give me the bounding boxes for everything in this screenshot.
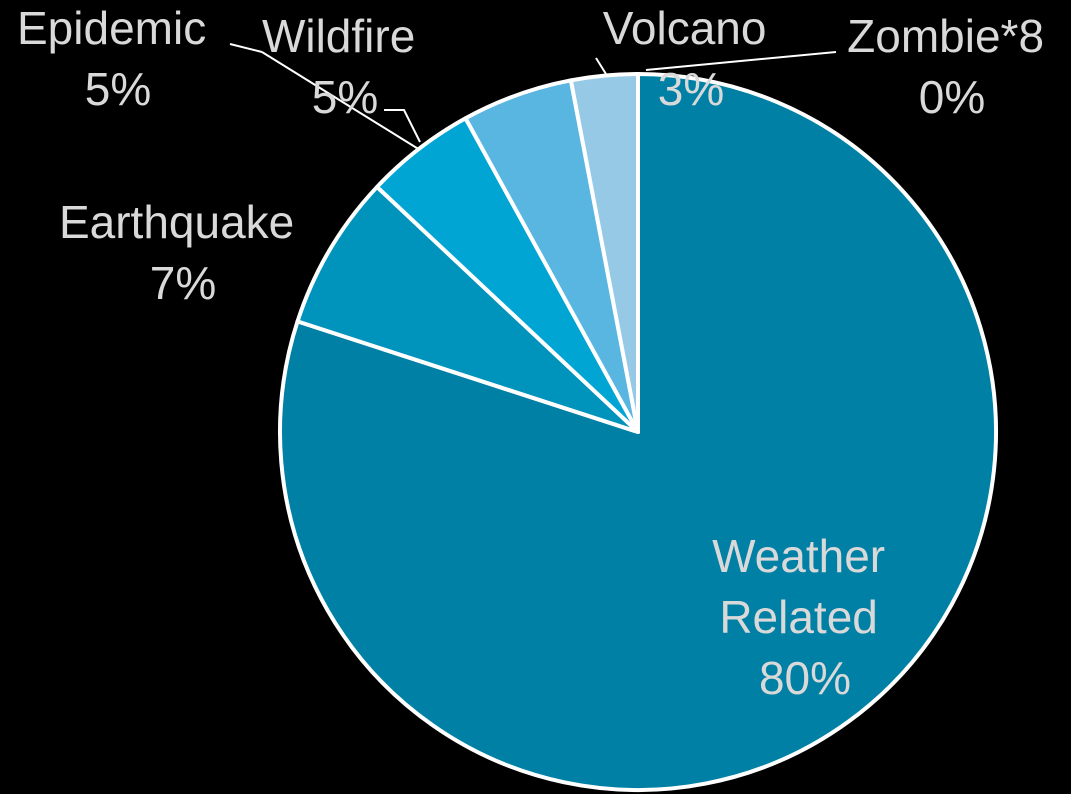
leader-line-zombie	[645, 51, 837, 71]
data-label-volcano: Volcano 3%	[603, 2, 779, 115]
pie-slice-earthquake	[295, 184, 640, 434]
data-label-epidemic: Epidemic 5%	[17, 2, 219, 115]
pie-slices	[278, 72, 998, 792]
data-label-weather-related: Weather Related 80%	[712, 530, 898, 704]
data-label-wildfire: Wildfire 5%	[262, 10, 428, 123]
leader-line-epidemic	[229, 43, 263, 53]
pie-slice-volcano	[568, 72, 640, 434]
leader-line-wildfire	[384, 109, 421, 143]
data-label-earthquake: Earthquake 7%	[59, 196, 307, 309]
leader-line-epidemic-slice	[261, 51, 420, 150]
leader-line-volcano	[595, 57, 607, 75]
leader-lines	[229, 43, 837, 150]
data-label-zombie: Zombie*8 0%	[847, 10, 1057, 123]
